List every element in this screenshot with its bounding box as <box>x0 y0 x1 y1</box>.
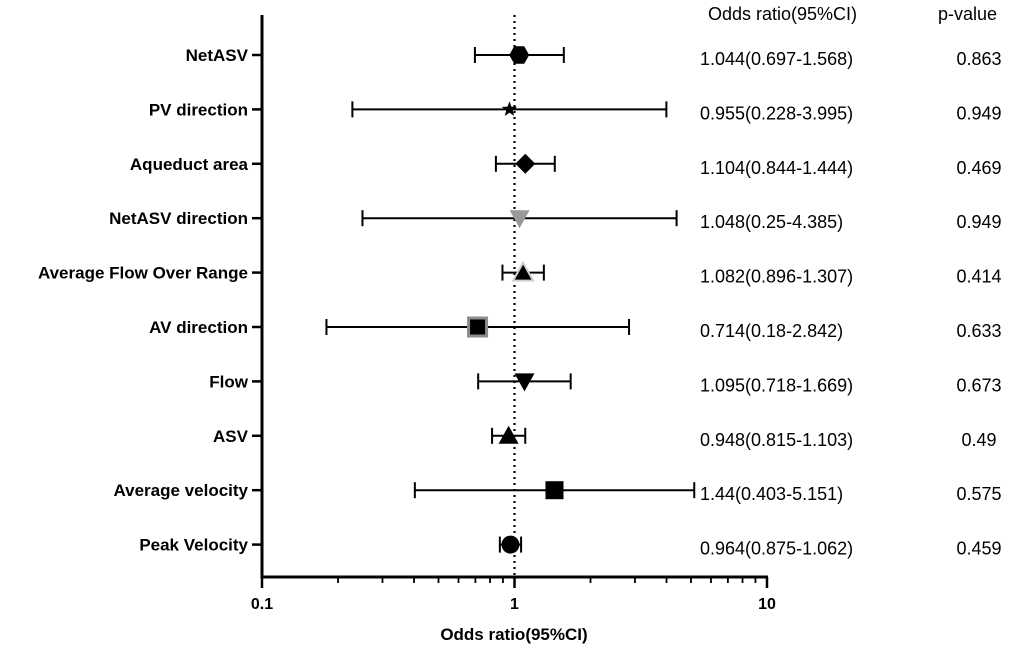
x-tick-label: 0.1 <box>251 596 273 613</box>
forest-row: Average Flow Over Range 1.082(0.896-1.307… <box>38 260 1002 287</box>
axes-group: 0.1 1 10 <box>251 15 776 613</box>
forest-row: Aqueduct area 1.104(0.844-1.444) 0.469 <box>130 153 1002 178</box>
or-column-header: Odds ratio(95%CI) <box>708 4 857 24</box>
forest-row: AV direction 0.714(0.18-2.842) 0.633 <box>149 316 1002 341</box>
point-estimate-marker <box>515 153 536 174</box>
forest-row: NetASV 1.044(0.697-1.568) 0.863 <box>186 46 1002 69</box>
forest-row: PV direction 0.955(0.228-3.995) 0.949 <box>149 100 1002 123</box>
forest-row: Peak Velocity 0.964(0.875-1.062) 0.459 <box>139 535 1002 559</box>
x-tick-label: 10 <box>758 596 776 613</box>
variable-label: PV direction <box>149 100 248 119</box>
point-estimate-marker <box>509 46 530 64</box>
variable-label: NetASV direction <box>109 209 248 228</box>
point-estimate-marker <box>511 260 535 282</box>
text-group: Odds ratio(95%CI) p-value Odds ratio(95%… <box>440 4 997 644</box>
point-estimate-marker <box>501 101 518 116</box>
odds-ratio-text: 1.044(0.697-1.568) <box>700 49 853 69</box>
point-estimate-marker <box>514 373 535 392</box>
p-value-text: 0.469 <box>956 158 1001 178</box>
odds-ratio-text: 0.964(0.875-1.062) <box>700 539 853 559</box>
odds-ratio-text: 0.714(0.18-2.842) <box>700 321 843 341</box>
variable-label: ASV <box>213 427 249 446</box>
odds-ratio-text: 0.955(0.228-3.995) <box>700 103 853 123</box>
forest-row: Average velocity 1.44(0.403-5.151) 0.575 <box>114 481 1002 504</box>
point-estimate-marker <box>467 316 489 338</box>
odds-ratio-text: 1.082(0.896-1.307) <box>700 267 853 287</box>
rows-group: NetASV 1.044(0.697-1.568) 0.863 PV directio… <box>38 46 1002 559</box>
p-value-text: 0.414 <box>956 267 1001 287</box>
variable-label: Average velocity <box>114 481 249 500</box>
odds-ratio-text: 1.095(0.718-1.669) <box>700 375 853 395</box>
p-value-text: 0.949 <box>956 103 1001 123</box>
x-tick-label: 1 <box>510 596 519 613</box>
point-estimate-marker <box>509 210 530 229</box>
p-value-text: 0.459 <box>956 539 1001 559</box>
variable-label: Peak Velocity <box>139 536 248 555</box>
variable-label: Average Flow Over Range <box>38 264 248 283</box>
variable-label: NetASV <box>186 46 249 65</box>
p-value-text: 0.575 <box>956 484 1001 504</box>
forest-row: ASV 0.948(0.815-1.103) 0.49 <box>213 425 997 450</box>
odds-ratio-text: 1.44(0.403-5.151) <box>700 484 843 504</box>
x-axis-label: Odds ratio(95%CI) <box>440 625 587 644</box>
odds-ratio-text: 1.104(0.844-1.444) <box>700 158 853 178</box>
p-value-text: 0.49 <box>961 430 996 450</box>
p-value-text: 0.633 <box>956 321 1001 341</box>
p-value-text: 0.863 <box>956 49 1001 69</box>
variable-label: AV direction <box>149 318 248 337</box>
odds-ratio-text: 0.948(0.815-1.103) <box>700 430 853 450</box>
p-value-text: 0.949 <box>956 212 1001 232</box>
variable-label: Aqueduct area <box>130 155 249 174</box>
p-column-header: p-value <box>938 4 997 24</box>
odds-ratio-text: 1.048(0.25-4.385) <box>700 212 843 232</box>
p-value-text: 0.673 <box>956 375 1001 395</box>
point-estimate-marker <box>498 425 519 444</box>
variable-label: Flow <box>209 372 248 391</box>
forest-row: Flow 1.095(0.718-1.669) 0.673 <box>209 372 1001 395</box>
point-estimate-marker <box>545 481 564 500</box>
point-estimate-marker <box>501 535 520 554</box>
forest-row: NetASV direction 1.048(0.25-4.385) 0.949 <box>109 209 1001 232</box>
